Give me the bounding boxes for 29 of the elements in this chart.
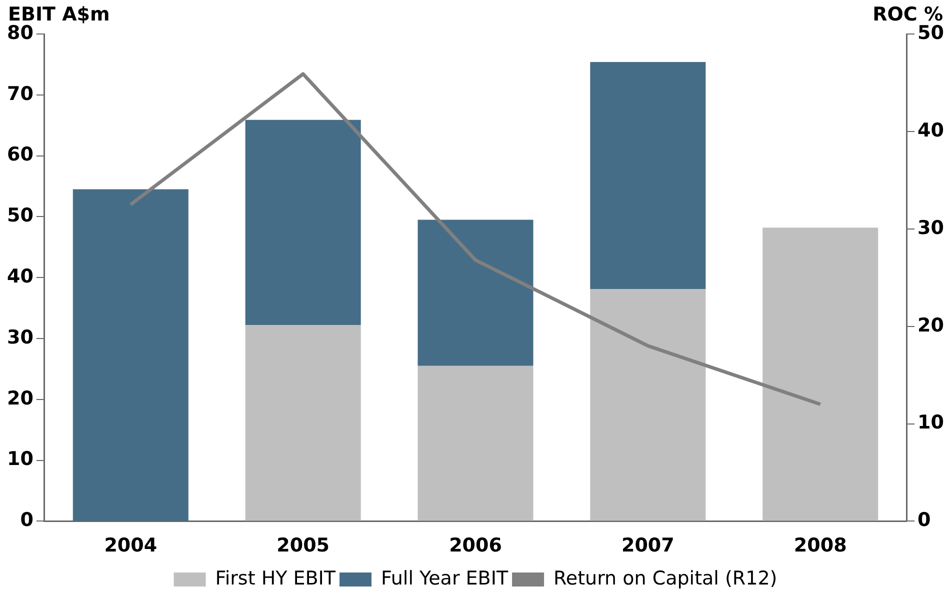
y2-tick-label: 10 — [918, 412, 944, 434]
bar — [418, 220, 534, 366]
y-tick-label: 40 — [6, 266, 34, 288]
bar — [245, 325, 361, 521]
y2-tick-label: 40 — [918, 119, 944, 142]
legend-label: First HY EBIT — [215, 567, 336, 590]
y-tick-label: 20 — [6, 387, 34, 410]
x-tick-label: 2007 — [621, 534, 674, 557]
y2-tick-label: 20 — [918, 314, 944, 336]
y-tick-label: 10 — [6, 448, 34, 470]
y-tick-label: 50 — [6, 204, 34, 227]
y2-tick-label: 30 — [918, 216, 944, 239]
legend-label: Full Year EBIT — [381, 567, 508, 590]
x-tick-label: 2005 — [276, 534, 330, 557]
y-tick-label: 70 — [6, 82, 34, 105]
x-tick-label: 2006 — [449, 534, 502, 557]
legend-label: Return on Capital (R12) — [554, 567, 778, 590]
bar — [72, 189, 188, 521]
bar — [590, 289, 706, 521]
x-tick-label: 2008 — [794, 534, 847, 557]
y-tick-label: 60 — [6, 144, 34, 166]
y-tick-label: 30 — [6, 326, 34, 348]
bar — [762, 228, 878, 521]
x-tick-label: 2004 — [104, 534, 158, 557]
y-tick-label: 0 — [20, 509, 34, 532]
bar — [418, 366, 534, 521]
y2-tick-label: 0 — [918, 509, 931, 532]
bar — [245, 120, 361, 326]
bar — [590, 62, 706, 290]
